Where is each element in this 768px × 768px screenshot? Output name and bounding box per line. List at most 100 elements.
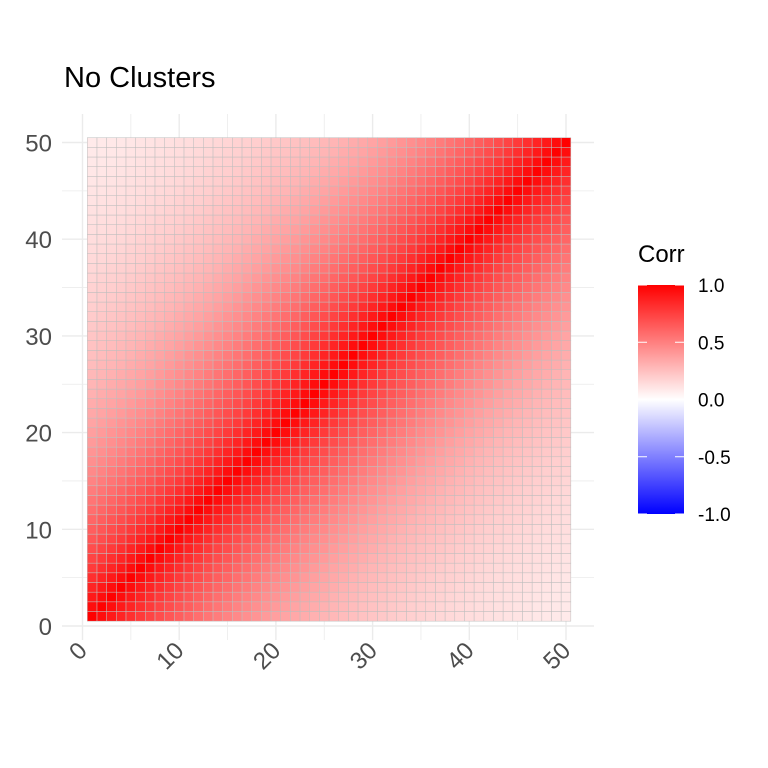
heatmap-cell: [96, 156, 107, 167]
heatmap-cell: [483, 437, 494, 448]
heatmap-cell: [483, 369, 494, 380]
heatmap-cell: [174, 427, 185, 438]
heatmap-cell: [154, 572, 165, 583]
heatmap-cell: [367, 582, 378, 593]
heatmap-cell: [183, 137, 194, 148]
heatmap-cell: [96, 359, 107, 370]
heatmap-cell: [560, 272, 572, 283]
heatmap-cell: [116, 485, 127, 496]
heatmap-cell: [435, 166, 446, 177]
heatmap-cell: [348, 485, 359, 496]
heatmap-cell: [290, 205, 301, 216]
heatmap-cell: [319, 340, 330, 351]
heatmap-cell: [251, 340, 262, 351]
heatmap-cell: [464, 282, 475, 293]
heatmap-cell: [241, 350, 252, 361]
heatmap-cell: [454, 388, 465, 400]
heatmap-cell: [357, 147, 369, 158]
heatmap-cell: [386, 572, 398, 583]
heatmap-cell: [164, 417, 175, 429]
heatmap-cell: [473, 195, 485, 206]
heatmap-cell: [328, 272, 340, 283]
heatmap-cell: [531, 417, 543, 429]
heatmap-cell: [348, 408, 359, 419]
heatmap-cell: [241, 156, 252, 167]
heatmap-cell: [212, 282, 223, 293]
heatmap-cell: [560, 456, 572, 467]
heatmap-cell: [512, 524, 523, 535]
heatmap-cell: [164, 446, 175, 458]
heatmap-cell: [493, 243, 504, 254]
heatmap-cell: [454, 543, 465, 554]
heatmap-cell: [135, 176, 146, 187]
heatmap-cell: [135, 582, 146, 593]
heatmap-cell: [280, 234, 291, 245]
heatmap-cell: [338, 379, 349, 390]
heatmap-cell: [406, 437, 417, 448]
heatmap-cell: [386, 543, 398, 554]
heatmap-cell: [512, 340, 523, 351]
heatmap-cell: [328, 147, 340, 158]
heatmap-cell: [444, 485, 456, 496]
heatmap-cell: [222, 611, 233, 622]
heatmap-cell: [454, 591, 465, 603]
heatmap-cell: [193, 514, 204, 525]
heatmap-cell: [464, 359, 475, 370]
heatmap-cell: [232, 176, 243, 187]
heatmap-cell: [531, 446, 543, 458]
heatmap-cell: [454, 282, 465, 293]
heatmap-cell: [348, 591, 359, 603]
heatmap-cell: [338, 147, 349, 158]
heatmap-cell: [444, 533, 456, 545]
heatmap-cell: [261, 224, 272, 235]
heatmap-cell: [425, 398, 436, 409]
heatmap-cell: [502, 398, 514, 409]
heatmap-cell: [560, 214, 572, 225]
heatmap-cell: [222, 514, 233, 525]
heatmap-cell: [183, 340, 194, 351]
heatmap-cell: [309, 379, 320, 390]
heatmap-cell: [551, 147, 562, 158]
heatmap-cell: [531, 582, 543, 593]
heatmap-cell: [425, 253, 436, 264]
heatmap-cell: [183, 301, 194, 312]
heatmap-cell: [444, 388, 456, 400]
heatmap-cell: [541, 514, 552, 525]
heatmap-cell: [319, 562, 330, 574]
heatmap-cell: [193, 369, 204, 380]
heatmap-cell: [96, 311, 107, 322]
heatmap-cell: [135, 292, 146, 303]
heatmap-cell: [193, 446, 204, 458]
heatmap-cell: [454, 514, 465, 525]
heatmap-cell: [348, 388, 359, 400]
heatmap-cell: [473, 398, 485, 409]
heatmap-cell: [290, 301, 301, 312]
heatmap-cell: [377, 475, 388, 487]
heatmap-cell: [203, 156, 214, 167]
heatmap-cell: [87, 137, 98, 148]
heatmap-cell: [425, 224, 436, 235]
heatmap-cell: [377, 205, 388, 216]
heatmap-cell: [541, 311, 552, 322]
heatmap-cell: [444, 282, 456, 293]
heatmap-cell: [309, 330, 320, 341]
heatmap-cell: [377, 446, 388, 458]
heatmap-cell: [125, 272, 136, 283]
heatmap-cell: [483, 475, 494, 487]
heatmap-cell: [531, 601, 543, 612]
heatmap-cell: [232, 437, 243, 448]
heatmap-cell: [135, 253, 146, 264]
heatmap-cell: [116, 214, 127, 225]
heatmap-cell: [116, 601, 127, 612]
heatmap-cell: [435, 147, 446, 158]
heatmap-cell: [309, 350, 320, 361]
heatmap-cell: [377, 504, 388, 516]
heatmap-cell: [183, 388, 194, 400]
heatmap-cell: [193, 601, 204, 612]
heatmap-cell: [473, 137, 485, 148]
heatmap-cell: [473, 466, 485, 477]
heatmap-cell: [435, 514, 446, 525]
heatmap-cell: [251, 398, 262, 409]
heatmap-cell: [96, 591, 107, 603]
heatmap-cell: [135, 475, 146, 487]
